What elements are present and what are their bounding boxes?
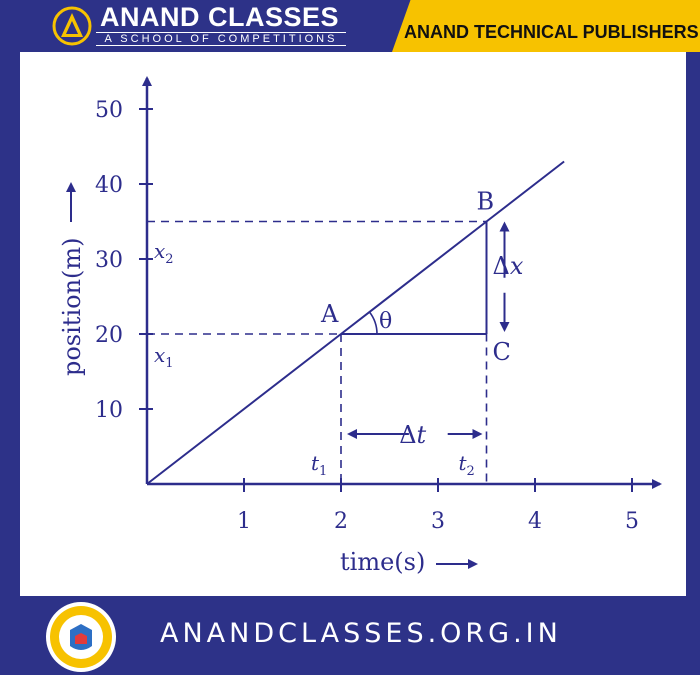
brand-title: ANAND CLASSES xyxy=(100,2,340,32)
y-axis-label: position(m) xyxy=(58,237,86,376)
point-c-label: C xyxy=(493,338,511,366)
y-tick-group: 10 20 30 40 50 xyxy=(95,98,153,423)
footer-logo-icon xyxy=(46,602,116,672)
theta-label: θ xyxy=(379,309,392,334)
footer-bar xyxy=(0,596,700,675)
x-tick-group: 1 2 3 4 5 xyxy=(237,478,639,534)
brand-logo-icon xyxy=(52,6,92,46)
brand-subtitle: A SCHOOL OF COMPETITIONS xyxy=(96,32,346,46)
y-tick-label: 20 xyxy=(95,323,123,348)
y-tick-label: 40 xyxy=(95,173,123,198)
delta-t-label: Δt xyxy=(399,421,426,449)
series-line xyxy=(146,160,565,485)
x-tick-label: 2 xyxy=(334,509,348,534)
x-tick-label: 4 xyxy=(528,509,542,534)
y-tick-label: 50 xyxy=(95,98,123,123)
x1-label: x1 xyxy=(154,343,174,371)
point-b-label: B xyxy=(477,188,495,216)
header-publisher-panel xyxy=(392,0,700,52)
x-tick-label: 5 xyxy=(625,509,639,534)
point-a-label: A xyxy=(320,300,339,328)
x2-label: x2 xyxy=(154,239,174,267)
point-label-group: A B C xyxy=(320,188,511,367)
y-tick-label: 30 xyxy=(95,248,123,273)
x-axis-label: time(s) xyxy=(340,548,425,576)
footer-website-url: ANANDCLASSES.ORG.IN xyxy=(160,618,562,649)
y-tick-label: 10 xyxy=(95,398,123,423)
publisher-name: ANAND TECHNICAL PUBLISHERS xyxy=(404,22,699,42)
x-tick-label: 3 xyxy=(431,509,445,534)
t2-label: t2 xyxy=(459,451,475,479)
delta-x-label: Δx xyxy=(493,252,524,280)
t1-label: t1 xyxy=(311,451,327,479)
theta-arc xyxy=(368,311,378,335)
x-tick-label: 1 xyxy=(237,509,251,534)
